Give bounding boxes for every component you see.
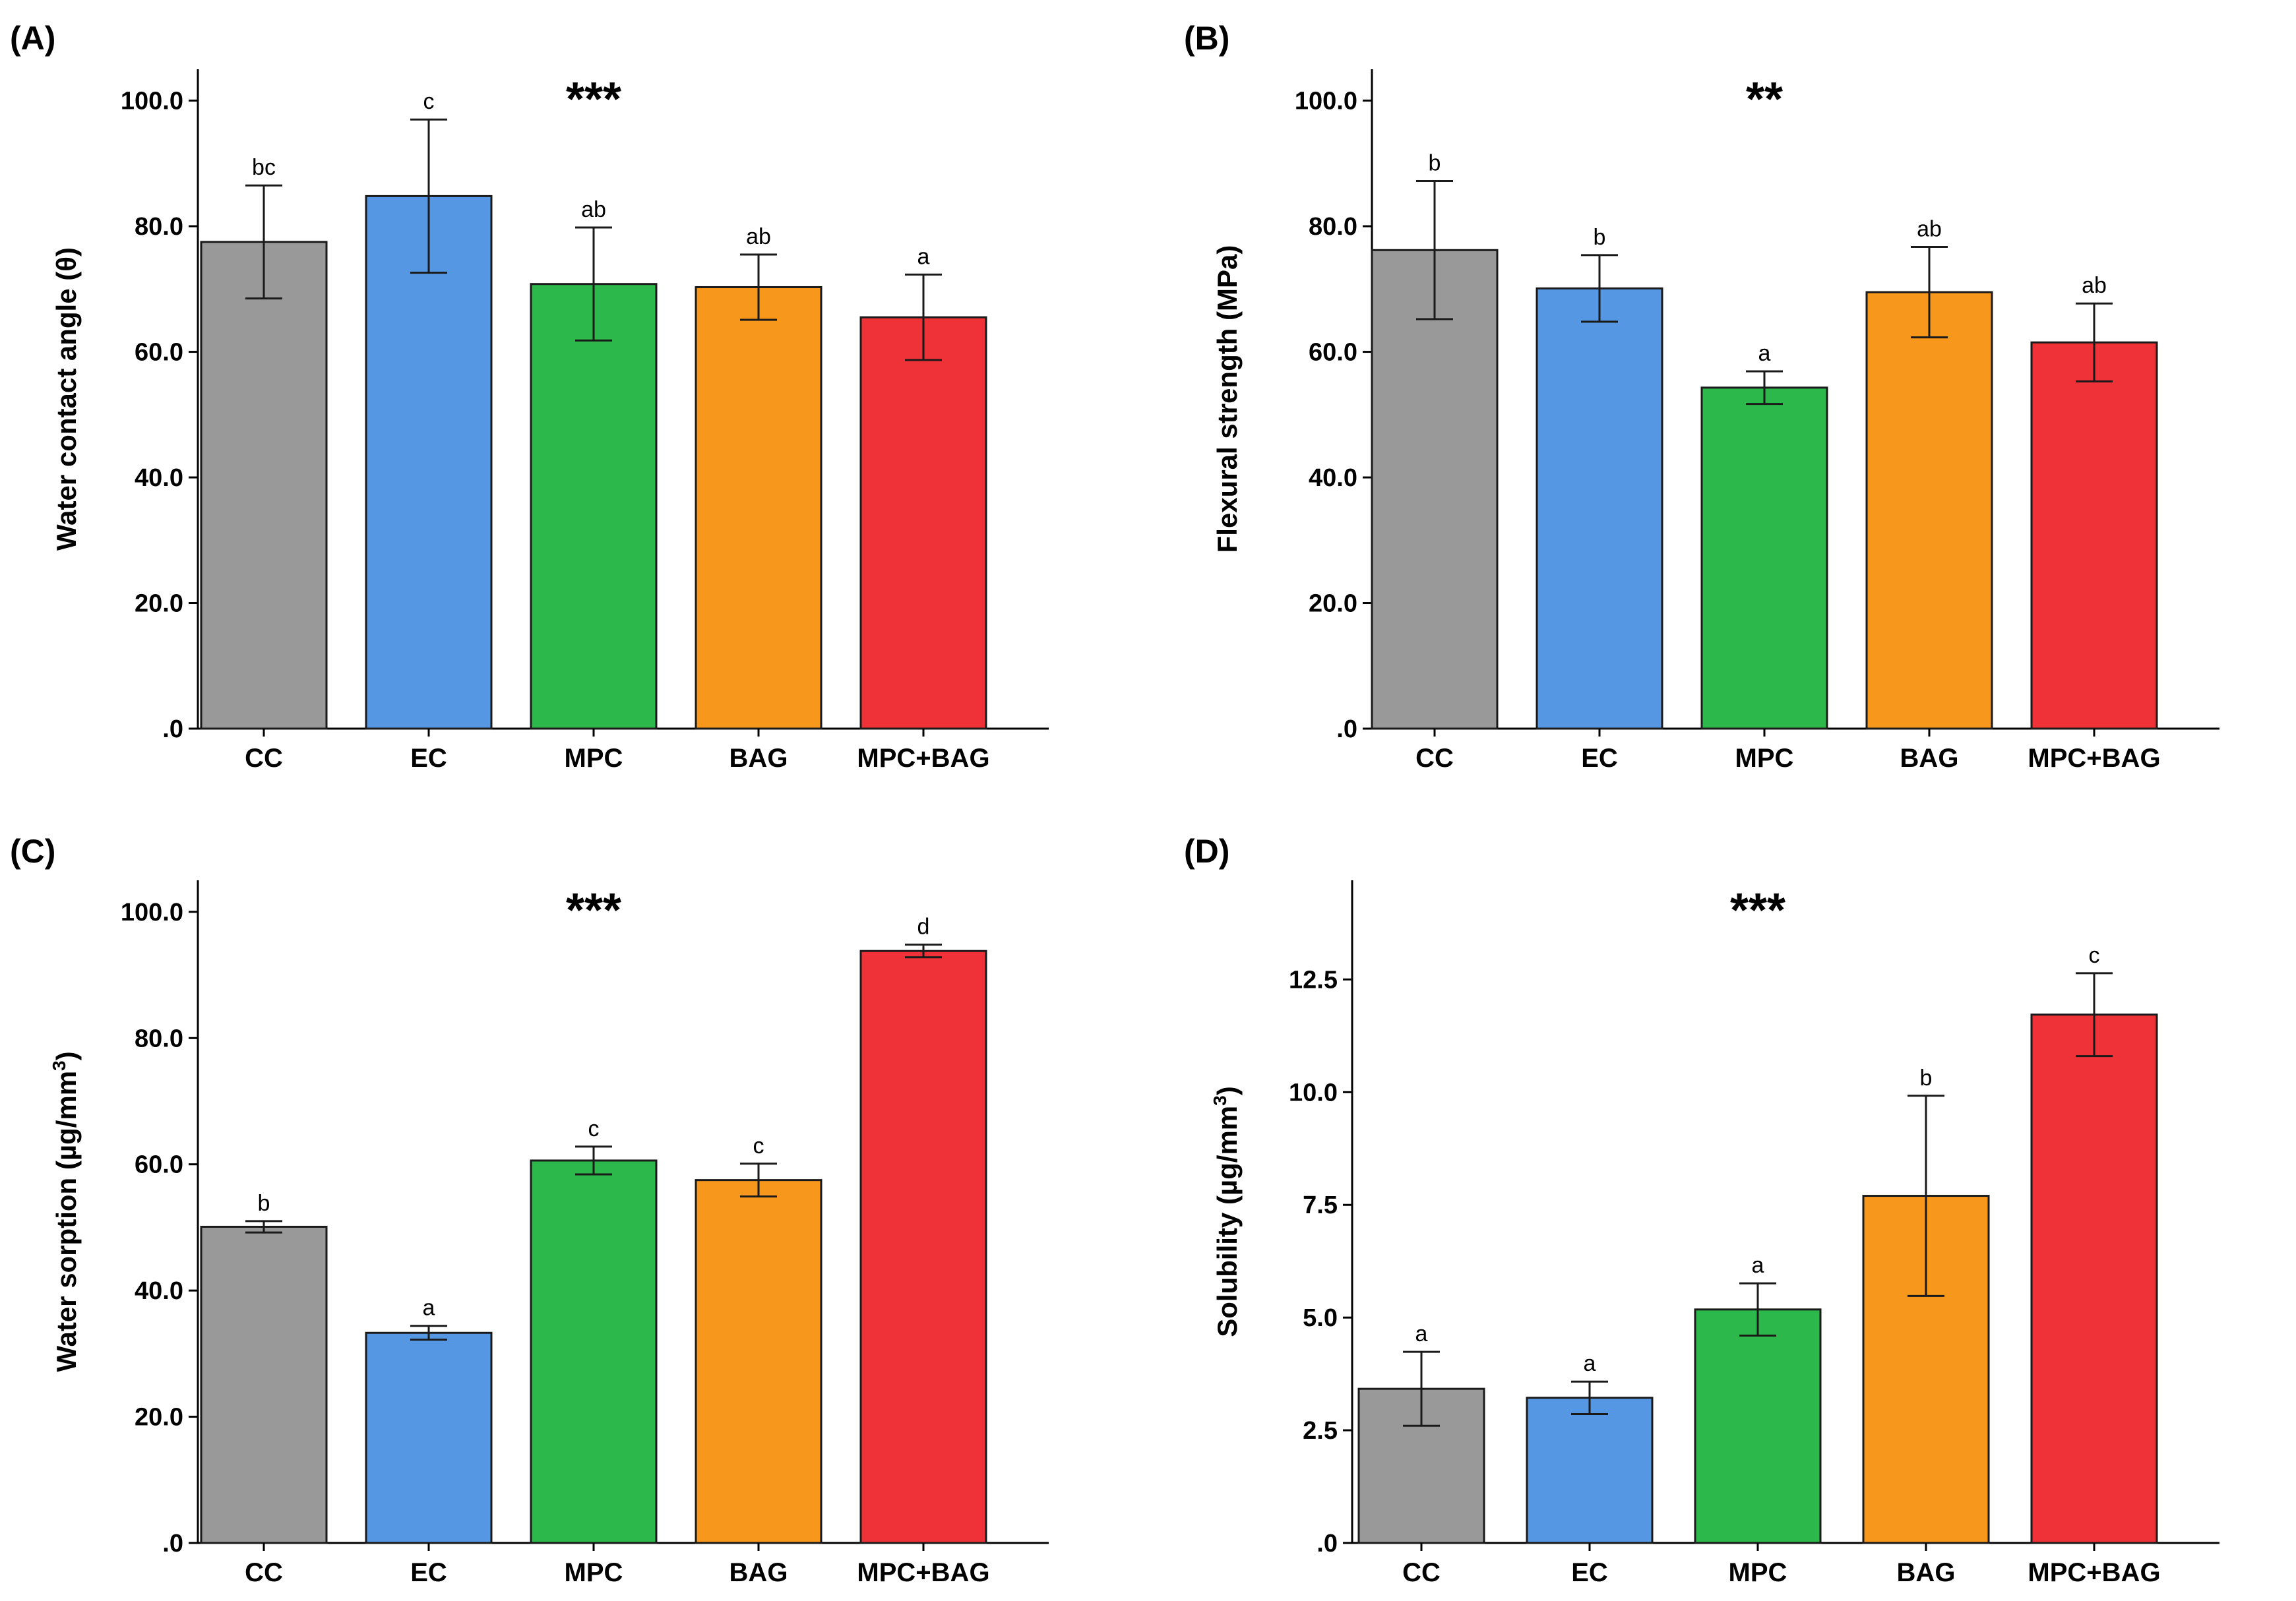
x-tick-label: CC (1402, 1558, 1441, 1587)
x-tick-label: MPC+BAG (857, 1558, 989, 1587)
group-letter: ab (746, 224, 771, 249)
x-tick-label: BAG (729, 1558, 788, 1587)
y-tick-label: 80.0 (135, 1025, 183, 1052)
group-letter: a (917, 244, 930, 269)
y-tick-label: 20.0 (135, 1404, 183, 1432)
y-axis-title: Flexural strength (MPa) (1212, 245, 1243, 553)
y-tick-label: 80.0 (135, 213, 183, 241)
bar-ec (365, 1331, 493, 1544)
bar-mpc-bag (859, 316, 987, 730)
group-letter: d (917, 915, 930, 940)
bar-mpc (1700, 386, 1828, 730)
y-tick-label: 20.0 (135, 590, 183, 618)
significance-stars: *** (566, 884, 621, 937)
y-tick-label: 12.5 (1289, 966, 1338, 994)
x-tick-label: EC (1581, 744, 1618, 773)
bar-bag (695, 1179, 822, 1544)
y-tick-label: 60.0 (135, 1151, 183, 1179)
y-tick-label: 80.0 (1309, 213, 1357, 241)
bar-mpc (530, 283, 658, 730)
group-letter: c (753, 1133, 764, 1159)
y-axis-title: Solubility (µg/mm3) (1210, 1086, 1243, 1337)
bar-mpc (1694, 1308, 1822, 1544)
group-letter: c (2089, 943, 2100, 968)
group-letter: bc (252, 155, 276, 180)
x-tick-label: MPC+BAG (2028, 744, 2160, 773)
group-letter: b (1920, 1066, 1933, 1091)
panel-a: (A) .0 20.0 40.0 60.0 80.0 100.0 Water contact … (10, 20, 1049, 773)
bar-bag (1865, 291, 1993, 730)
y-tick-label: 60.0 (1309, 339, 1357, 367)
significance-stars: *** (566, 73, 621, 126)
y-tick-label: 2.5 (1303, 1417, 1338, 1445)
y-tick-label: 100.0 (1295, 88, 1357, 115)
group-letter: a (1752, 1253, 1764, 1278)
panel-d: (D) .0 2.5 5.0 7.5 10.0 12.5 Solubility (µg/mm3… (1184, 833, 2219, 1587)
bar-ec (1526, 1397, 1654, 1544)
significance-stars: ** (1746, 73, 1783, 126)
panel-label: (D) (1184, 833, 1229, 870)
panel-label: (A) (10, 20, 55, 57)
bar-ec (365, 195, 493, 730)
bar-cc (200, 241, 328, 730)
panel-c: (C) .0 20.0 40.0 60.0 80.0 100.0 Water sorption… (10, 833, 1049, 1587)
y-tick-label: 7.5 (1303, 1192, 1338, 1219)
y-tick-label: 40.0 (135, 1277, 183, 1305)
bar-bag (695, 286, 822, 730)
panel-b: (B) .0 20.0 40.0 60.0 80.0 100.0 Flexural stren… (1184, 20, 2219, 773)
group-letter: c (423, 89, 435, 114)
y-tick-label: 60.0 (135, 339, 183, 367)
y-tick-label: .0 (1336, 715, 1357, 743)
group-letter: a (1584, 1351, 1596, 1376)
y-tick-label: 40.0 (135, 464, 183, 492)
panel-label: (C) (10, 833, 55, 870)
y-tick-label: .0 (1317, 1530, 1338, 1557)
group-letter: b (1429, 151, 1441, 176)
bar-mpc-bag (2030, 341, 2158, 730)
y-tick-label: 20.0 (1309, 590, 1357, 618)
group-letter: a (1758, 341, 1771, 366)
x-tick-label: MPC (565, 744, 623, 773)
x-tick-label: BAG (1900, 744, 1959, 773)
bar-cc (200, 1225, 328, 1544)
x-tick-label: BAG (1897, 1558, 1956, 1587)
group-letter: ab (1917, 217, 1942, 242)
y-tick-label: .0 (162, 715, 183, 743)
group-letter: ab (581, 197, 606, 222)
y-tick-label: 100.0 (121, 899, 183, 926)
x-tick-label: CC (245, 1558, 283, 1587)
group-letter: a (1415, 1321, 1428, 1346)
y-tick-label: 100.0 (121, 88, 183, 115)
significance-stars: *** (1730, 884, 1785, 937)
y-tick-label: .0 (162, 1530, 183, 1557)
group-letter: b (1594, 225, 1606, 250)
x-tick-label: MPC (1729, 1558, 1787, 1587)
y-axis-title: Water contact angle (θ) (51, 247, 82, 551)
y-axis-title: Water sorption (µg/mm3) (49, 1051, 82, 1372)
group-letter: c (588, 1116, 600, 1141)
group-letter: a (423, 1296, 435, 1321)
bar-mpc (530, 1159, 658, 1544)
x-tick-label: EC (410, 1558, 447, 1587)
bar-mpc-bag (2030, 1013, 2158, 1544)
x-tick-label: EC (410, 744, 447, 773)
bar-ec (1536, 287, 1663, 730)
x-tick-label: MPC (565, 1558, 623, 1587)
x-tick-label: CC (1415, 744, 1454, 773)
x-tick-label: MPC+BAG (857, 744, 989, 773)
group-letter: ab (2082, 273, 2107, 298)
y-tick-label: 40.0 (1309, 464, 1357, 492)
panel-label: (B) (1184, 20, 1229, 57)
group-letter: b (258, 1191, 270, 1216)
bar-mpc-bag (859, 950, 987, 1544)
y-tick-label: 10.0 (1289, 1079, 1338, 1106)
x-tick-label: BAG (729, 744, 788, 773)
y-tick-label: 5.0 (1303, 1304, 1338, 1332)
x-tick-label: CC (245, 744, 283, 773)
bar-cc (1371, 249, 1499, 730)
x-tick-label: EC (1571, 1558, 1608, 1587)
x-tick-label: MPC+BAG (2028, 1558, 2160, 1587)
x-tick-label: MPC (1735, 744, 1794, 773)
